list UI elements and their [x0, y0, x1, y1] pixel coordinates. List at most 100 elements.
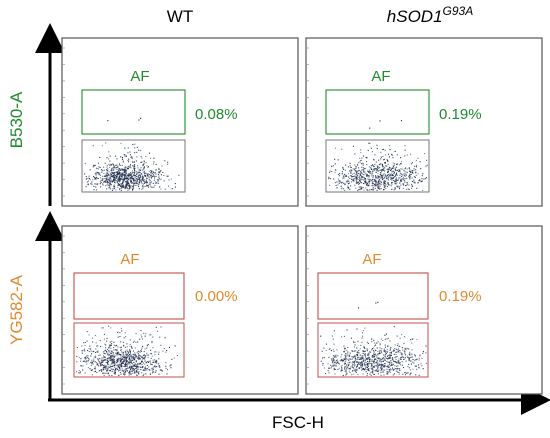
- event-dot: [373, 169, 375, 171]
- event-dot: [375, 168, 377, 170]
- event-dot: [131, 157, 133, 159]
- event-dot: [86, 331, 88, 333]
- event-dot: [344, 362, 346, 364]
- event-dot: [144, 175, 146, 177]
- event-dot: [110, 356, 112, 358]
- event-dot: [415, 365, 417, 367]
- event-dot: [383, 158, 385, 160]
- event-dot: [147, 173, 149, 175]
- event-dot: [129, 371, 131, 373]
- event-dot: [349, 372, 351, 374]
- event-dot: [380, 177, 382, 179]
- event-dot: [344, 347, 346, 349]
- event-dot: [127, 363, 129, 365]
- event-dot: [130, 167, 132, 169]
- event-dot: [377, 170, 379, 172]
- event-dot: [371, 151, 373, 153]
- event-dot: [384, 185, 386, 187]
- event-dot: [403, 184, 405, 186]
- event-dot: [155, 173, 157, 175]
- event-dot: [129, 354, 131, 356]
- event-dot: [149, 152, 151, 154]
- event-dot: [111, 358, 113, 360]
- event-dot: [412, 172, 414, 174]
- event-dot: [108, 174, 110, 176]
- event-dot: [112, 188, 114, 190]
- event-dot: [94, 370, 96, 372]
- event-dot: [391, 154, 393, 156]
- event-dot: [365, 371, 367, 373]
- event-dot: [145, 175, 147, 177]
- event-dot: [405, 185, 407, 187]
- event-dot: [358, 361, 360, 363]
- event-dot: [394, 365, 396, 367]
- event-dot: [362, 155, 364, 157]
- event-dot: [389, 349, 391, 351]
- event-dot: [113, 173, 115, 175]
- event-dot: [382, 360, 384, 362]
- event-dot: [129, 176, 131, 178]
- event-dot: [138, 357, 140, 359]
- event-dot: [399, 337, 401, 339]
- event-dot: [136, 180, 138, 182]
- event-dot: [414, 182, 416, 184]
- event-dot: [370, 371, 372, 373]
- event-dot: [409, 357, 411, 359]
- event-dot: [122, 354, 124, 356]
- event-dot: [328, 348, 330, 350]
- event-dot: [373, 351, 375, 353]
- event-dot: [411, 342, 413, 344]
- event-dot: [350, 174, 352, 176]
- event-dot: [101, 369, 103, 371]
- event-dot: [366, 374, 368, 376]
- event-dot: [97, 177, 99, 179]
- event-dot: [159, 171, 161, 173]
- event-dot: [126, 365, 128, 367]
- event-dot: [377, 357, 379, 359]
- event-dot: [373, 353, 375, 355]
- event-dot: [146, 185, 148, 187]
- event-dot: [366, 164, 368, 166]
- event-dot: [375, 183, 377, 185]
- event-dot: [324, 367, 326, 369]
- event-dot: [337, 184, 339, 186]
- event-dot: [82, 365, 84, 367]
- event-dot: [126, 353, 128, 355]
- event-dot: [78, 356, 80, 358]
- event-dot: [116, 164, 118, 166]
- event-dot: [119, 360, 121, 362]
- event-dot: [424, 178, 426, 180]
- event-dot: [361, 169, 363, 171]
- event-dot: [366, 182, 368, 184]
- af-gate: [73, 272, 185, 320]
- event-dot: [372, 354, 374, 356]
- event-dot: [137, 365, 139, 367]
- event-dot: [397, 179, 399, 181]
- event-dot: [422, 368, 424, 370]
- event-dot: [137, 362, 139, 364]
- event-dot: [99, 173, 101, 175]
- event-dot: [375, 185, 377, 187]
- event-dot: [382, 357, 384, 359]
- event-dot: [375, 354, 377, 356]
- event-dot: [381, 352, 383, 354]
- event-dot: [352, 350, 354, 352]
- event-dot: [109, 166, 111, 168]
- event-dot: [380, 172, 382, 174]
- event-dot: [128, 158, 130, 160]
- event-dot: [114, 181, 116, 183]
- event-dot: [127, 181, 129, 183]
- event-dot: [153, 186, 155, 188]
- event-dot: [346, 373, 348, 375]
- event-dot: [119, 168, 121, 170]
- event-dot: [143, 163, 145, 165]
- event-dot: [163, 174, 165, 176]
- event-dot: [82, 369, 84, 371]
- event-dot: [353, 365, 355, 367]
- event-dot: [386, 350, 388, 352]
- event-dot: [356, 182, 358, 184]
- event-dot: [345, 164, 347, 166]
- event-dot: [388, 368, 390, 370]
- event-dot: [341, 171, 343, 173]
- event-dot: [132, 161, 134, 163]
